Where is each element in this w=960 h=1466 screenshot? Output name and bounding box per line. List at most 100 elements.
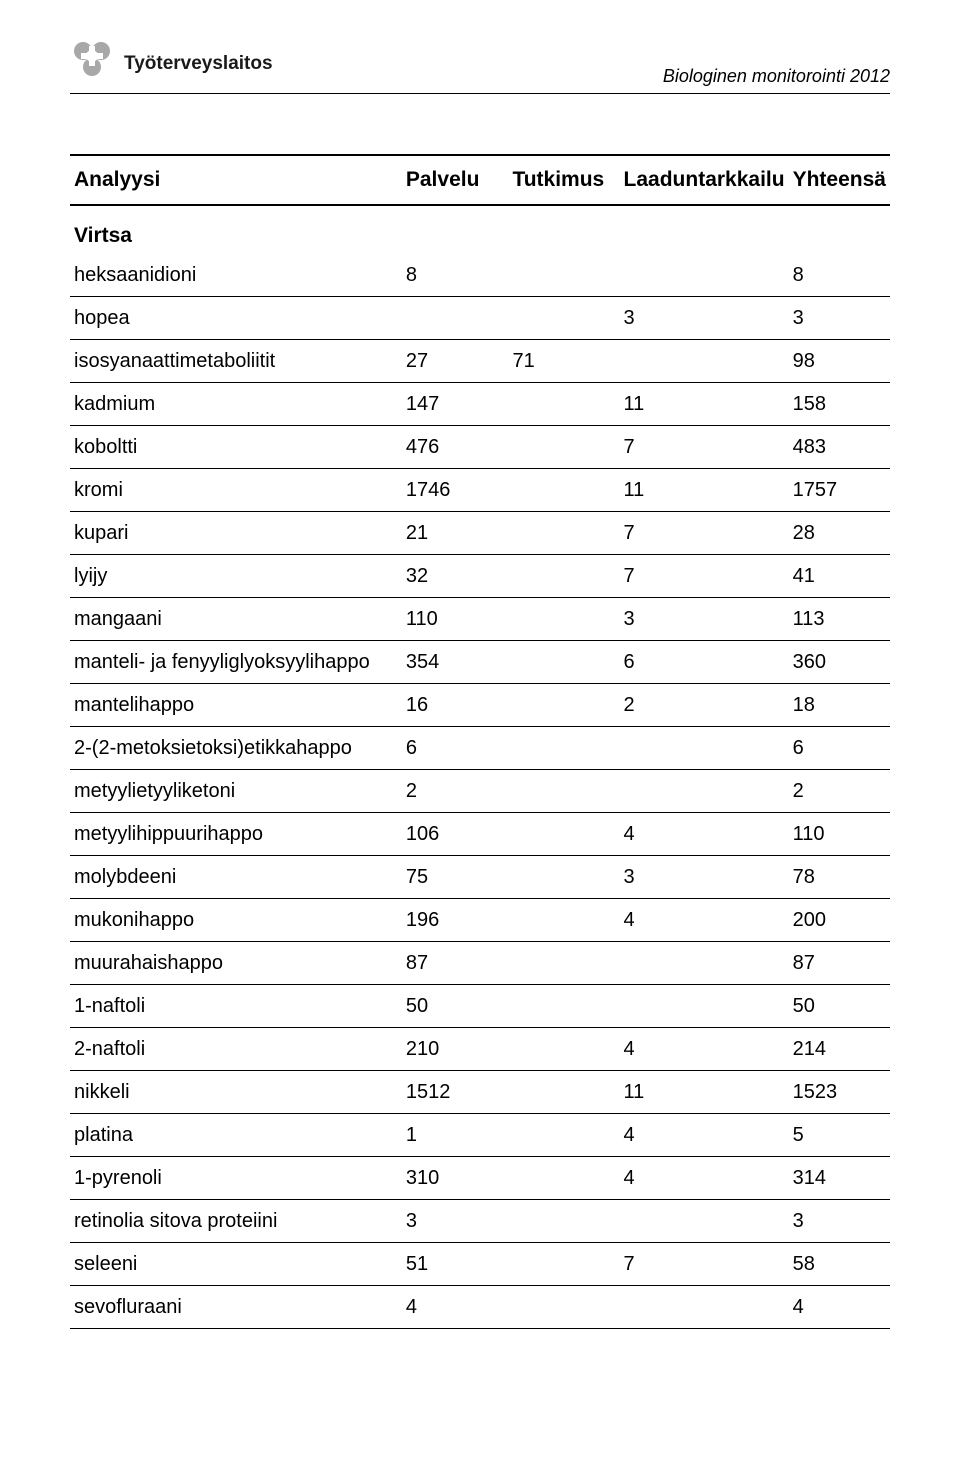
cell-analyysi: 1-pyrenoli <box>70 1157 402 1200</box>
cell-laadun <box>620 770 789 813</box>
cell-yhteensa: 5 <box>789 1114 890 1157</box>
table-row: hopea33 <box>70 297 890 340</box>
cell-palvelu: 87 <box>402 942 509 985</box>
cell-yhteensa: 3 <box>789 297 890 340</box>
cell-tutkimus <box>508 1028 619 1071</box>
table-row: 1-naftoli5050 <box>70 985 890 1028</box>
cell-palvelu: 4 <box>402 1286 509 1329</box>
cell-palvelu <box>402 297 509 340</box>
cell-analyysi: 2-naftoli <box>70 1028 402 1071</box>
table-row: platina145 <box>70 1114 890 1157</box>
cell-tutkimus <box>508 383 619 426</box>
table-row: mantelihappo16 218 <box>70 684 890 727</box>
table-row: 1-pyrenoli310 4314 <box>70 1157 890 1200</box>
data-table: Analyysi Palvelu Tutkimus Laaduntarkkail… <box>70 154 890 1329</box>
cell-analyysi: retinolia sitova proteiini <box>70 1200 402 1243</box>
cell-palvelu: 32 <box>402 555 509 598</box>
table-row: molybdeeni75378 <box>70 856 890 899</box>
cell-laadun <box>620 942 789 985</box>
cell-laadun: 7 <box>620 555 789 598</box>
cell-tutkimus <box>508 598 619 641</box>
cell-analyysi: nikkeli <box>70 1071 402 1114</box>
page-header: Työterveyslaitos Biologinen monitorointi… <box>70 40 890 94</box>
cell-analyysi: kadmium <box>70 383 402 426</box>
cell-laadun: 3 <box>620 297 789 340</box>
cell-tutkimus <box>508 856 619 899</box>
table-row: seleeni51758 <box>70 1243 890 1286</box>
cell-yhteensa: 87 <box>789 942 890 985</box>
cell-laadun <box>620 985 789 1028</box>
cell-laadun <box>620 340 789 383</box>
table-row: heksaanidioni88 <box>70 254 890 297</box>
cell-palvelu: 16 <box>402 684 509 727</box>
cell-yhteensa: 2 <box>789 770 890 813</box>
cell-tutkimus <box>508 641 619 684</box>
table-row: metyylietyyliketoni22 <box>70 770 890 813</box>
table-body: Virtsa heksaanidioni88hopea33isosyanaatt… <box>70 205 890 1329</box>
cell-palvelu: 110 <box>402 598 509 641</box>
cell-laadun: 2 <box>620 684 789 727</box>
cell-analyysi: platina <box>70 1114 402 1157</box>
cell-analyysi: metyylietyyliketoni <box>70 770 402 813</box>
cell-tutkimus <box>508 426 619 469</box>
cell-tutkimus <box>508 297 619 340</box>
cell-tutkimus <box>508 770 619 813</box>
cell-tutkimus <box>508 684 619 727</box>
cell-laadun: 11 <box>620 469 789 512</box>
cell-yhteensa: 200 <box>789 899 890 942</box>
cell-yhteensa: 314 <box>789 1157 890 1200</box>
cell-laadun: 11 <box>620 1071 789 1114</box>
th-laadun: Laaduntarkkailu <box>620 155 789 205</box>
cell-tutkimus <box>508 1114 619 1157</box>
cell-yhteensa: 158 <box>789 383 890 426</box>
cell-analyysi: mantelihappo <box>70 684 402 727</box>
cell-laadun: 7 <box>620 426 789 469</box>
cell-palvelu: 106 <box>402 813 509 856</box>
cell-analyysi: mangaani <box>70 598 402 641</box>
cell-analyysi: koboltti <box>70 426 402 469</box>
cell-palvelu: 27 <box>402 340 509 383</box>
cell-palvelu: 210 <box>402 1028 509 1071</box>
cell-palvelu: 50 <box>402 985 509 1028</box>
table-row: kadmium14711158 <box>70 383 890 426</box>
cell-tutkimus <box>508 254 619 297</box>
table-row: koboltti4767483 <box>70 426 890 469</box>
cell-yhteensa: 1523 <box>789 1071 890 1114</box>
cell-tutkimus <box>508 1200 619 1243</box>
table-row: kromi1746111757 <box>70 469 890 512</box>
table-row: mangaani1103113 <box>70 598 890 641</box>
cell-yhteensa: 113 <box>789 598 890 641</box>
cell-laadun: 4 <box>620 1157 789 1200</box>
cell-yhteensa: 98 <box>789 340 890 383</box>
cell-tutkimus <box>508 469 619 512</box>
logo-icon <box>70 40 116 87</box>
cell-palvelu: 1512 <box>402 1071 509 1114</box>
cell-palvelu: 3 <box>402 1200 509 1243</box>
table-row: muurahaishappo8787 <box>70 942 890 985</box>
cell-palvelu: 1746 <box>402 469 509 512</box>
cell-yhteensa: 1757 <box>789 469 890 512</box>
cell-analyysi: mukonihappo <box>70 899 402 942</box>
section-row: Virtsa <box>70 205 890 254</box>
cell-palvelu: 2 <box>402 770 509 813</box>
cell-analyysi: heksaanidioni <box>70 254 402 297</box>
th-palvelu: Palvelu <box>402 155 509 205</box>
cell-palvelu: 51 <box>402 1243 509 1286</box>
cell-laadun <box>620 254 789 297</box>
cell-tutkimus <box>508 727 619 770</box>
cell-tutkimus <box>508 512 619 555</box>
cell-analyysi: manteli- ja fenyyliglyoksyylihappo <box>70 641 402 684</box>
cell-yhteensa: 18 <box>789 684 890 727</box>
cell-analyysi: muurahaishappo <box>70 942 402 985</box>
cell-yhteensa: 58 <box>789 1243 890 1286</box>
cell-palvelu: 310 <box>402 1157 509 1200</box>
cell-palvelu: 21 <box>402 512 509 555</box>
cell-palvelu: 1 <box>402 1114 509 1157</box>
cell-tutkimus: 71 <box>508 340 619 383</box>
cell-yhteensa: 28 <box>789 512 890 555</box>
th-yhteensa: Yhteensä <box>789 155 890 205</box>
cell-tutkimus <box>508 899 619 942</box>
cell-analyysi: isosyanaattimetaboliitit <box>70 340 402 383</box>
cell-laadun: 4 <box>620 899 789 942</box>
cell-analyysi: seleeni <box>70 1243 402 1286</box>
